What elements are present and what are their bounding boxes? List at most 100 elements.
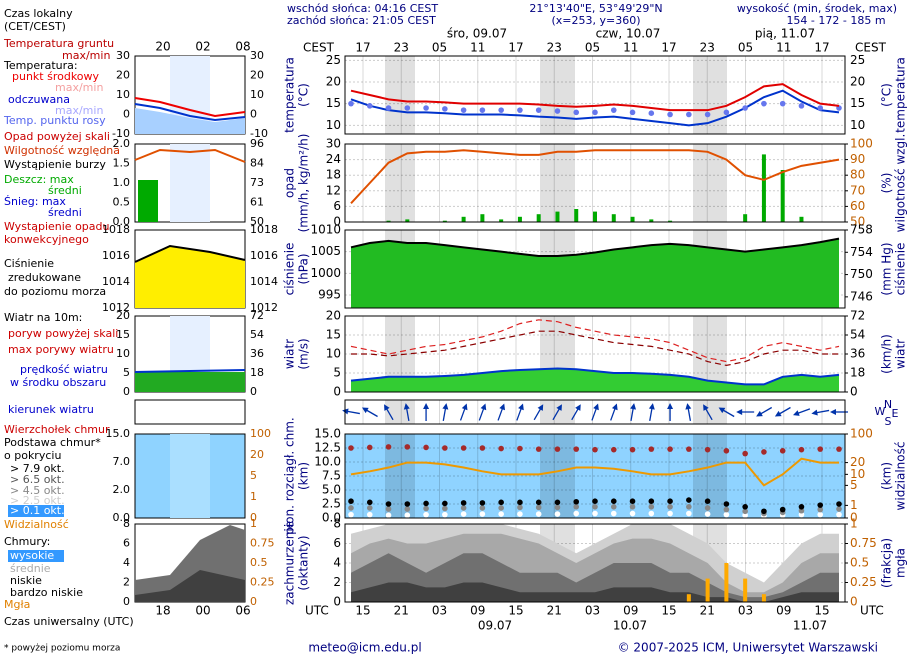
dot [517,107,523,113]
dot [442,500,448,507]
legend-text: > 0.1 okt. [10,504,65,517]
dot [648,510,655,517]
y2-axis-unit: (°C) [880,83,894,107]
legend-text: średni [48,184,82,197]
mini-tick-label: 0.75 [250,537,275,550]
mini-tick-label: 36 [250,347,264,360]
mini-tick-label: 1014 [102,275,130,288]
dot [723,511,730,518]
compass-label: E [892,407,899,420]
y-tick-label: 0 [333,215,341,229]
dot [385,512,392,518]
mini-tick-label: 1 [250,517,257,530]
dot [517,511,523,517]
mini-tick-label: 7.0 [113,455,131,468]
wind-arrow [552,404,562,421]
y-tick-label: 2 [333,575,341,589]
dot [742,508,748,515]
dot [442,511,448,518]
email[interactable]: meteo@icm.edu.pl [308,641,421,655]
dot [704,511,711,517]
wind-arrow [811,409,830,416]
mini-tick-label: 0.0 [113,511,131,524]
bar [761,594,766,602]
utc-tick-label: 21 [700,604,715,618]
dot [817,511,824,518]
panel-frame [344,143,846,223]
bar [743,578,748,602]
mini-tick-label: 10 [250,88,264,101]
y2-tick-label: 1 [850,517,858,531]
arrow-head [593,403,599,411]
legend-text: do poziomu morza [4,285,106,298]
y-axis-label: temperatura [283,57,297,133]
dot [479,107,486,113]
dot [385,501,392,507]
y-axis-unit: (°C) [297,83,311,107]
dot [723,501,730,507]
y-tick-label: 7.5 [322,469,341,483]
y-tick-label: 10 [326,118,341,132]
legend-text: kierunek wiatru [8,403,94,416]
mini-decor [134,55,246,603]
mini-tick-label: 8 [123,517,130,530]
dot [385,444,392,450]
wind-arrow [478,403,487,421]
dot [385,105,392,111]
utc-axis-label: UTC [860,604,884,618]
y2-axis-label: widzialność [894,442,908,511]
mini-bottom-tick: 00 [195,604,210,618]
y2-tick-label: 0.75 [850,536,877,550]
y2-tick-label: 1 [850,498,858,512]
bar [480,214,485,222]
mini-tick-label: 1016 [102,249,130,262]
legend-text: max/min [55,81,103,94]
y2-axis-label: ciśnienie [894,243,908,296]
y-tick-label: 15 [326,96,341,110]
wind-arrow [685,403,692,421]
arrow-head [774,410,782,417]
legend-text: poryw powyżej skali [8,327,118,340]
dot [498,499,504,506]
dot [686,497,692,503]
dot [423,105,429,111]
dot [517,445,523,452]
legend-text: średni [48,206,82,219]
y-axis-label: opad [283,168,297,198]
arrow-head [442,403,449,410]
legend-text: Podstawa chmur* [4,436,101,449]
mini-tick-label: 1.5 [113,157,131,170]
dot [573,498,580,505]
dot [423,511,429,518]
dot [385,506,392,512]
dot [479,505,486,511]
y-tick-label: 0 [333,385,341,399]
y2-axis-label: wiatr [894,339,908,369]
legend-text: Widzialność [4,518,69,531]
bar [593,211,597,222]
legend-text: > 7.9 okt. [10,462,65,475]
dot [573,109,580,116]
dot [554,504,561,511]
arrow-head [756,410,763,417]
legend-text: Wystąpienie opadu [4,220,109,233]
legend-text: Mgła [4,598,30,611]
dot [366,505,373,511]
bar [611,214,616,222]
mini-tick-label: 5 [250,469,257,482]
dot [366,499,373,506]
y2-axis-unit: (%) [880,173,894,194]
legend-text: max/min [62,49,110,62]
dot [535,504,542,511]
dot [723,448,730,454]
arrow-head [403,403,410,410]
night-band [693,400,727,424]
y-axis-label: wiatr [283,339,297,369]
panel-frame [344,229,846,309]
y-tick-label: 8 [333,517,341,531]
dot [573,510,580,517]
bar [405,219,410,222]
mini-tick-label: 54 [250,328,264,341]
dot [348,498,354,505]
dot [498,445,504,452]
